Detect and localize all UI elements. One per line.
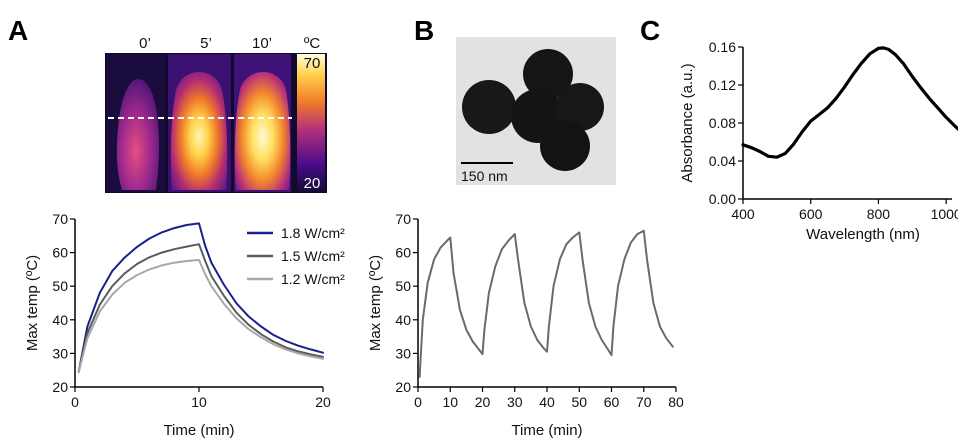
tem-image: 150 nm [456, 37, 616, 185]
thermal-blob-10 [234, 72, 291, 190]
legend-label: 1.8 W/cm² [281, 225, 345, 241]
series-line [77, 259, 324, 373]
series-line [77, 243, 324, 373]
panel-letter-b: B [414, 15, 434, 46]
x-axis-title: Time (min) [511, 422, 582, 439]
y-tick-label: 40 [395, 312, 411, 328]
x-tick-label: 20 [315, 394, 331, 410]
y-tick-label: 0.16 [709, 39, 736, 55]
x-tick-label: 800 [867, 206, 891, 222]
x-axis-title: Time (min) [163, 422, 234, 439]
thermal-blob-0 [116, 79, 159, 190]
x-tick-label: 50 [571, 394, 587, 410]
y-tick-label: 50 [395, 278, 411, 294]
cycles-chart: 0 10 20 30 40 50 60 70 80 20 30 40 50 60 70 Time (min) M… [367, 211, 684, 439]
thermal-frame-0 [106, 54, 165, 192]
x-tick-label: 80 [668, 394, 684, 410]
tem-particle [556, 83, 604, 131]
thermal-time-label-0: 0’ [139, 35, 151, 52]
colorbar-min-label: 20 [304, 175, 321, 192]
x-tick-label: 10 [191, 394, 207, 410]
thermal-frame-5 [168, 54, 231, 192]
thermal-unit-label: ºC [304, 35, 320, 52]
x-tick-label: 600 [799, 206, 823, 222]
legend-label: 1.2 W/cm² [281, 271, 345, 287]
x-tick-label: 400 [731, 206, 755, 222]
x-tick-label: 70 [636, 394, 652, 410]
y-tick-label: 0.00 [709, 191, 736, 207]
x-tick-label: 0 [71, 394, 79, 410]
x-tick-label: 20 [475, 394, 491, 410]
series-line [77, 222, 324, 373]
heating-chart: 0 10 20 20 30 40 50 60 70 Time (min) Max temp (ºC)… [24, 211, 345, 439]
tem-particle [523, 49, 573, 99]
thermal-frame-10 [234, 54, 291, 192]
y-axis-title: Absorbance (a.u.) [679, 63, 696, 182]
y-tick-label: 0.04 [709, 153, 736, 169]
thermal-image: 0’ 5’ 10’ ºC 70 20 [105, 35, 327, 193]
x-tick-label: 0 [414, 394, 422, 410]
y-axis-title: Max temp (ºC) [24, 255, 41, 351]
tem-scale-label: 150 nm [461, 168, 508, 184]
y-tick-label: 50 [52, 278, 68, 294]
colorbar-max-label: 70 [304, 55, 321, 72]
thermal-blob-5 [170, 72, 228, 190]
series-line [741, 46, 958, 159]
series-line [418, 229, 674, 378]
y-tick-label: 30 [395, 345, 411, 361]
legend-label: 1.5 W/cm² [281, 248, 345, 264]
x-tick-label: 30 [507, 394, 523, 410]
thermal-colorbar [297, 54, 325, 192]
tem-particle [462, 80, 516, 134]
panel-letter-a: A [8, 15, 28, 46]
x-tick-label: 1000 [931, 206, 958, 222]
y-tick-label: 30 [52, 345, 68, 361]
y-tick-label: 60 [395, 245, 411, 261]
y-axis-title: Max temp (ºC) [367, 255, 384, 351]
thermal-time-label-10: 10’ [252, 35, 272, 52]
tem-particle [540, 121, 590, 171]
y-tick-label: 70 [395, 211, 411, 227]
x-tick-label: 40 [539, 394, 555, 410]
x-tick-label: 60 [604, 394, 620, 410]
absorbance-chart: 400 600 800 1000 0.00 0.04 0.08 0.12 0.16 Wavelen… [679, 39, 958, 243]
y-tick-label: 0.08 [709, 115, 736, 131]
panel-letter-c: C [640, 15, 660, 46]
y-tick-label: 20 [52, 379, 68, 395]
y-tick-label: 20 [395, 379, 411, 395]
y-tick-label: 60 [52, 245, 68, 261]
thermal-time-label-5: 5’ [200, 35, 212, 52]
x-axis-title: Wavelength (nm) [806, 226, 920, 243]
x-tick-label: 10 [442, 394, 458, 410]
y-tick-label: 70 [52, 211, 68, 227]
y-tick-label: 40 [52, 312, 68, 328]
y-tick-label: 0.12 [709, 77, 736, 93]
